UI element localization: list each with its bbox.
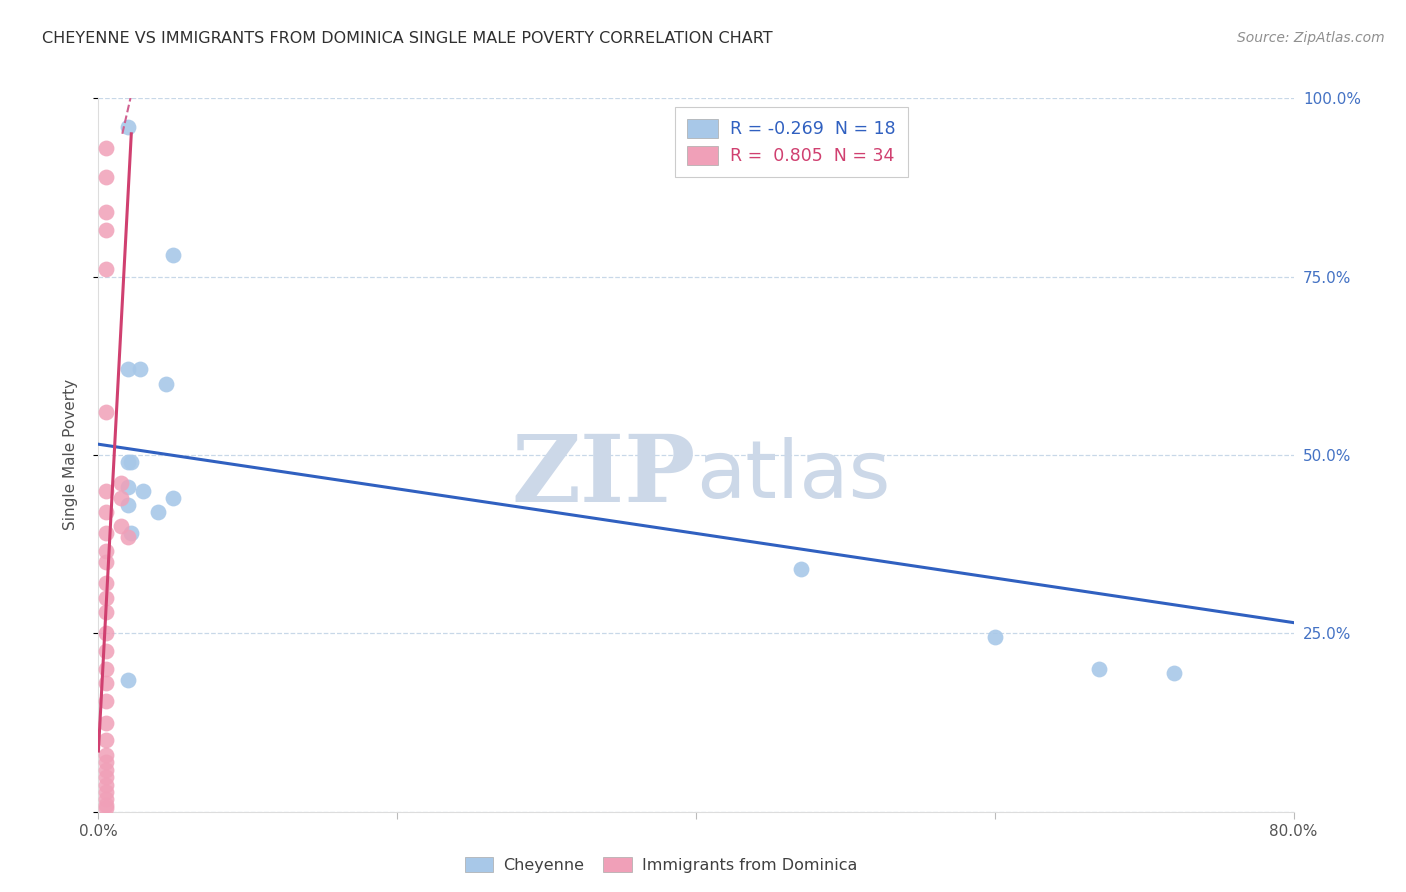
Point [94,591,117,605]
Y-axis label: Single Male Poverty: Single Male Poverty [63,379,77,531]
Point [94,644,117,658]
Point [94,169,117,184]
Point [94,526,117,541]
Point [1163,665,1185,680]
Point [94,733,117,747]
Point [155,376,177,391]
Legend: Cheyenne, Immigrants from Dominica: Cheyenne, Immigrants from Dominica [458,851,863,880]
Legend: R = -0.269  N = 18, R =  0.805  N = 34: R = -0.269 N = 18, R = 0.805 N = 34 [675,107,908,178]
Point [94,262,117,277]
Point [94,662,117,676]
Point [94,205,117,219]
Text: Source: ZipAtlas.com: Source: ZipAtlas.com [1237,31,1385,45]
Point [94,792,117,806]
Point [94,576,117,591]
Point [120,455,142,469]
Point [94,676,117,690]
Point [94,141,117,155]
Point [110,519,132,533]
Point [117,480,139,494]
Point [132,483,155,498]
Point [94,626,117,640]
Point [94,755,117,769]
Point [94,605,117,619]
Text: CHEYENNE VS IMMIGRANTS FROM DOMINICA SINGLE MALE POVERTY CORRELATION CHART: CHEYENNE VS IMMIGRANTS FROM DOMINICA SIN… [42,31,773,46]
Point [94,223,117,237]
Point [129,362,152,376]
Point [120,526,142,541]
Point [984,630,1007,644]
Point [117,120,139,134]
Point [94,405,117,419]
Point [117,673,139,687]
Point [94,747,117,762]
Point [117,530,139,544]
Point [1088,662,1111,676]
Point [94,801,117,815]
Point [94,797,117,812]
Point [117,362,139,376]
Point [94,694,117,708]
Text: ZIP: ZIP [512,432,696,521]
Point [94,778,117,792]
Point [94,715,117,730]
Point [117,498,139,512]
Point [94,483,117,498]
Point [94,555,117,569]
Point [162,248,184,262]
Point [789,562,811,576]
Point [148,505,170,519]
Point [94,785,117,799]
Point [94,544,117,558]
Point [94,505,117,519]
Point [94,764,117,778]
Point [110,491,132,505]
Point [117,455,139,469]
Text: atlas: atlas [696,437,890,516]
Point [162,491,184,505]
Point [110,476,132,491]
Point [94,771,117,785]
